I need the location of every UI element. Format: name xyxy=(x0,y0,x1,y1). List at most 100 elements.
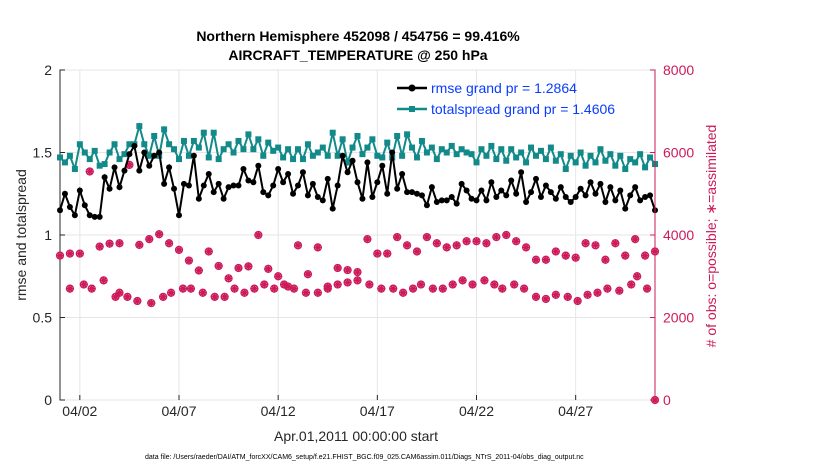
rmse-point xyxy=(250,179,257,186)
assimilated-point-stroke xyxy=(56,252,64,259)
assimilated-point xyxy=(389,284,398,293)
assimilated-point-stroke xyxy=(463,237,470,245)
assimilated-point-stroke xyxy=(274,272,282,280)
assimilated-point xyxy=(214,261,223,270)
totalspread-point xyxy=(71,166,78,172)
assimilated-point xyxy=(167,288,176,297)
assimilated-point xyxy=(468,280,477,289)
assimilated-point xyxy=(87,284,96,293)
totalspread-point xyxy=(111,141,118,148)
rmse-point xyxy=(230,182,237,189)
totalspread-point xyxy=(275,144,282,151)
assimilated-point-stroke xyxy=(502,231,510,239)
assimilated-point-stroke xyxy=(510,281,518,288)
totalspread-point xyxy=(96,162,103,169)
totalspread-point xyxy=(180,137,187,144)
assimilated-point xyxy=(416,280,425,289)
chart-title: Northern Hemisphere 452098 / 454756 = 99… xyxy=(196,28,520,44)
assimilated-point-stroke xyxy=(284,283,292,290)
totalspread-point xyxy=(141,141,148,148)
assimilated-point-stroke xyxy=(492,233,500,241)
assimilated-point xyxy=(133,297,142,305)
assimilated-point xyxy=(452,241,461,250)
rmse-point xyxy=(200,182,207,189)
assimilated-point-stroke xyxy=(260,281,268,288)
assimilated-point xyxy=(563,292,572,301)
assimilated-point-stroke xyxy=(302,289,310,297)
assimilated-point xyxy=(260,280,269,289)
assimilated-point xyxy=(603,284,612,293)
rmse-point xyxy=(632,184,639,191)
totalspread-point xyxy=(443,149,450,156)
rmse-point xyxy=(349,157,356,164)
assimilated-point xyxy=(178,284,187,293)
assimilated-point xyxy=(353,276,362,285)
totalspread-point xyxy=(200,129,207,136)
totalspread-point xyxy=(304,141,311,148)
rmse-point xyxy=(66,203,73,210)
rmse-point xyxy=(304,192,311,199)
assimilated-point xyxy=(313,243,322,252)
assimilated-point-stroke xyxy=(564,293,572,301)
totalspread-point xyxy=(295,146,301,153)
obs-series xyxy=(55,160,660,405)
rmse-point xyxy=(384,190,391,197)
assimilated-point-stroke xyxy=(66,250,74,257)
rmse-point xyxy=(324,175,331,182)
totalspread-point xyxy=(205,154,212,161)
totalspread-point xyxy=(220,146,227,153)
rmse-point xyxy=(498,187,505,194)
rmse-point xyxy=(126,151,133,158)
x-tick-label: 04/02 xyxy=(62,403,97,419)
assimilated-point xyxy=(244,262,253,271)
assimilated-point-stroke xyxy=(159,293,167,301)
assimilated-point xyxy=(510,280,519,289)
assimilated-point xyxy=(413,247,421,256)
assimilated-point xyxy=(147,299,156,308)
rmse-point xyxy=(637,197,644,204)
assimilated-point-stroke xyxy=(126,161,133,169)
totalspread-point xyxy=(537,147,544,154)
assimilated-point xyxy=(561,251,570,260)
totalspread-point xyxy=(215,156,222,163)
y2-axis-label: # of obs: o=possible; ∗=assimilated xyxy=(703,125,719,348)
assimilated-point-stroke xyxy=(96,243,104,250)
y2-tick-label: 4000 xyxy=(663,227,694,243)
rmse-point xyxy=(428,184,435,191)
assimilated-point xyxy=(480,276,489,285)
assimilated-point xyxy=(95,242,104,251)
assimilated-point-stroke xyxy=(621,252,629,259)
assimilated-point-stroke xyxy=(155,230,163,238)
assimilated-point xyxy=(65,249,74,258)
totalspread-point xyxy=(557,151,564,158)
totalspread-point xyxy=(235,137,242,144)
assimilated-point xyxy=(627,280,636,289)
rmse-point xyxy=(156,149,163,156)
assimilated-point xyxy=(462,237,471,246)
totalspread-point xyxy=(364,144,371,151)
totalspread-point xyxy=(161,126,168,133)
totalspread-point xyxy=(632,159,639,166)
totalspread-point xyxy=(136,123,143,130)
rmse-point xyxy=(91,213,98,220)
assimilated-point-stroke xyxy=(383,250,391,257)
assimilated-point-stroke xyxy=(582,239,589,247)
totalspread-point xyxy=(587,152,594,159)
assimilated-point xyxy=(490,280,499,289)
assimilated-point-stroke xyxy=(135,241,143,249)
legend-rmse-label: rmse grand pr = 1.2864 xyxy=(431,80,577,96)
rmse-point xyxy=(528,189,535,196)
y-axis-left: 0 0.5 1 1.5 2 xyxy=(33,62,65,408)
assimilated-point-stroke xyxy=(88,285,96,292)
assimilated-point-stroke xyxy=(403,241,411,249)
totalspread-point xyxy=(394,133,401,139)
assimilated-point xyxy=(186,284,195,293)
totalspread-point xyxy=(379,154,386,161)
assimilated-point xyxy=(123,292,132,301)
rmse-point xyxy=(185,182,192,189)
assimilated-point xyxy=(301,288,310,297)
assimilated-point-stroke xyxy=(344,279,351,286)
assimilated-point-stroke xyxy=(532,256,540,264)
rmse-point xyxy=(513,190,520,197)
assimilated-point xyxy=(159,292,168,301)
